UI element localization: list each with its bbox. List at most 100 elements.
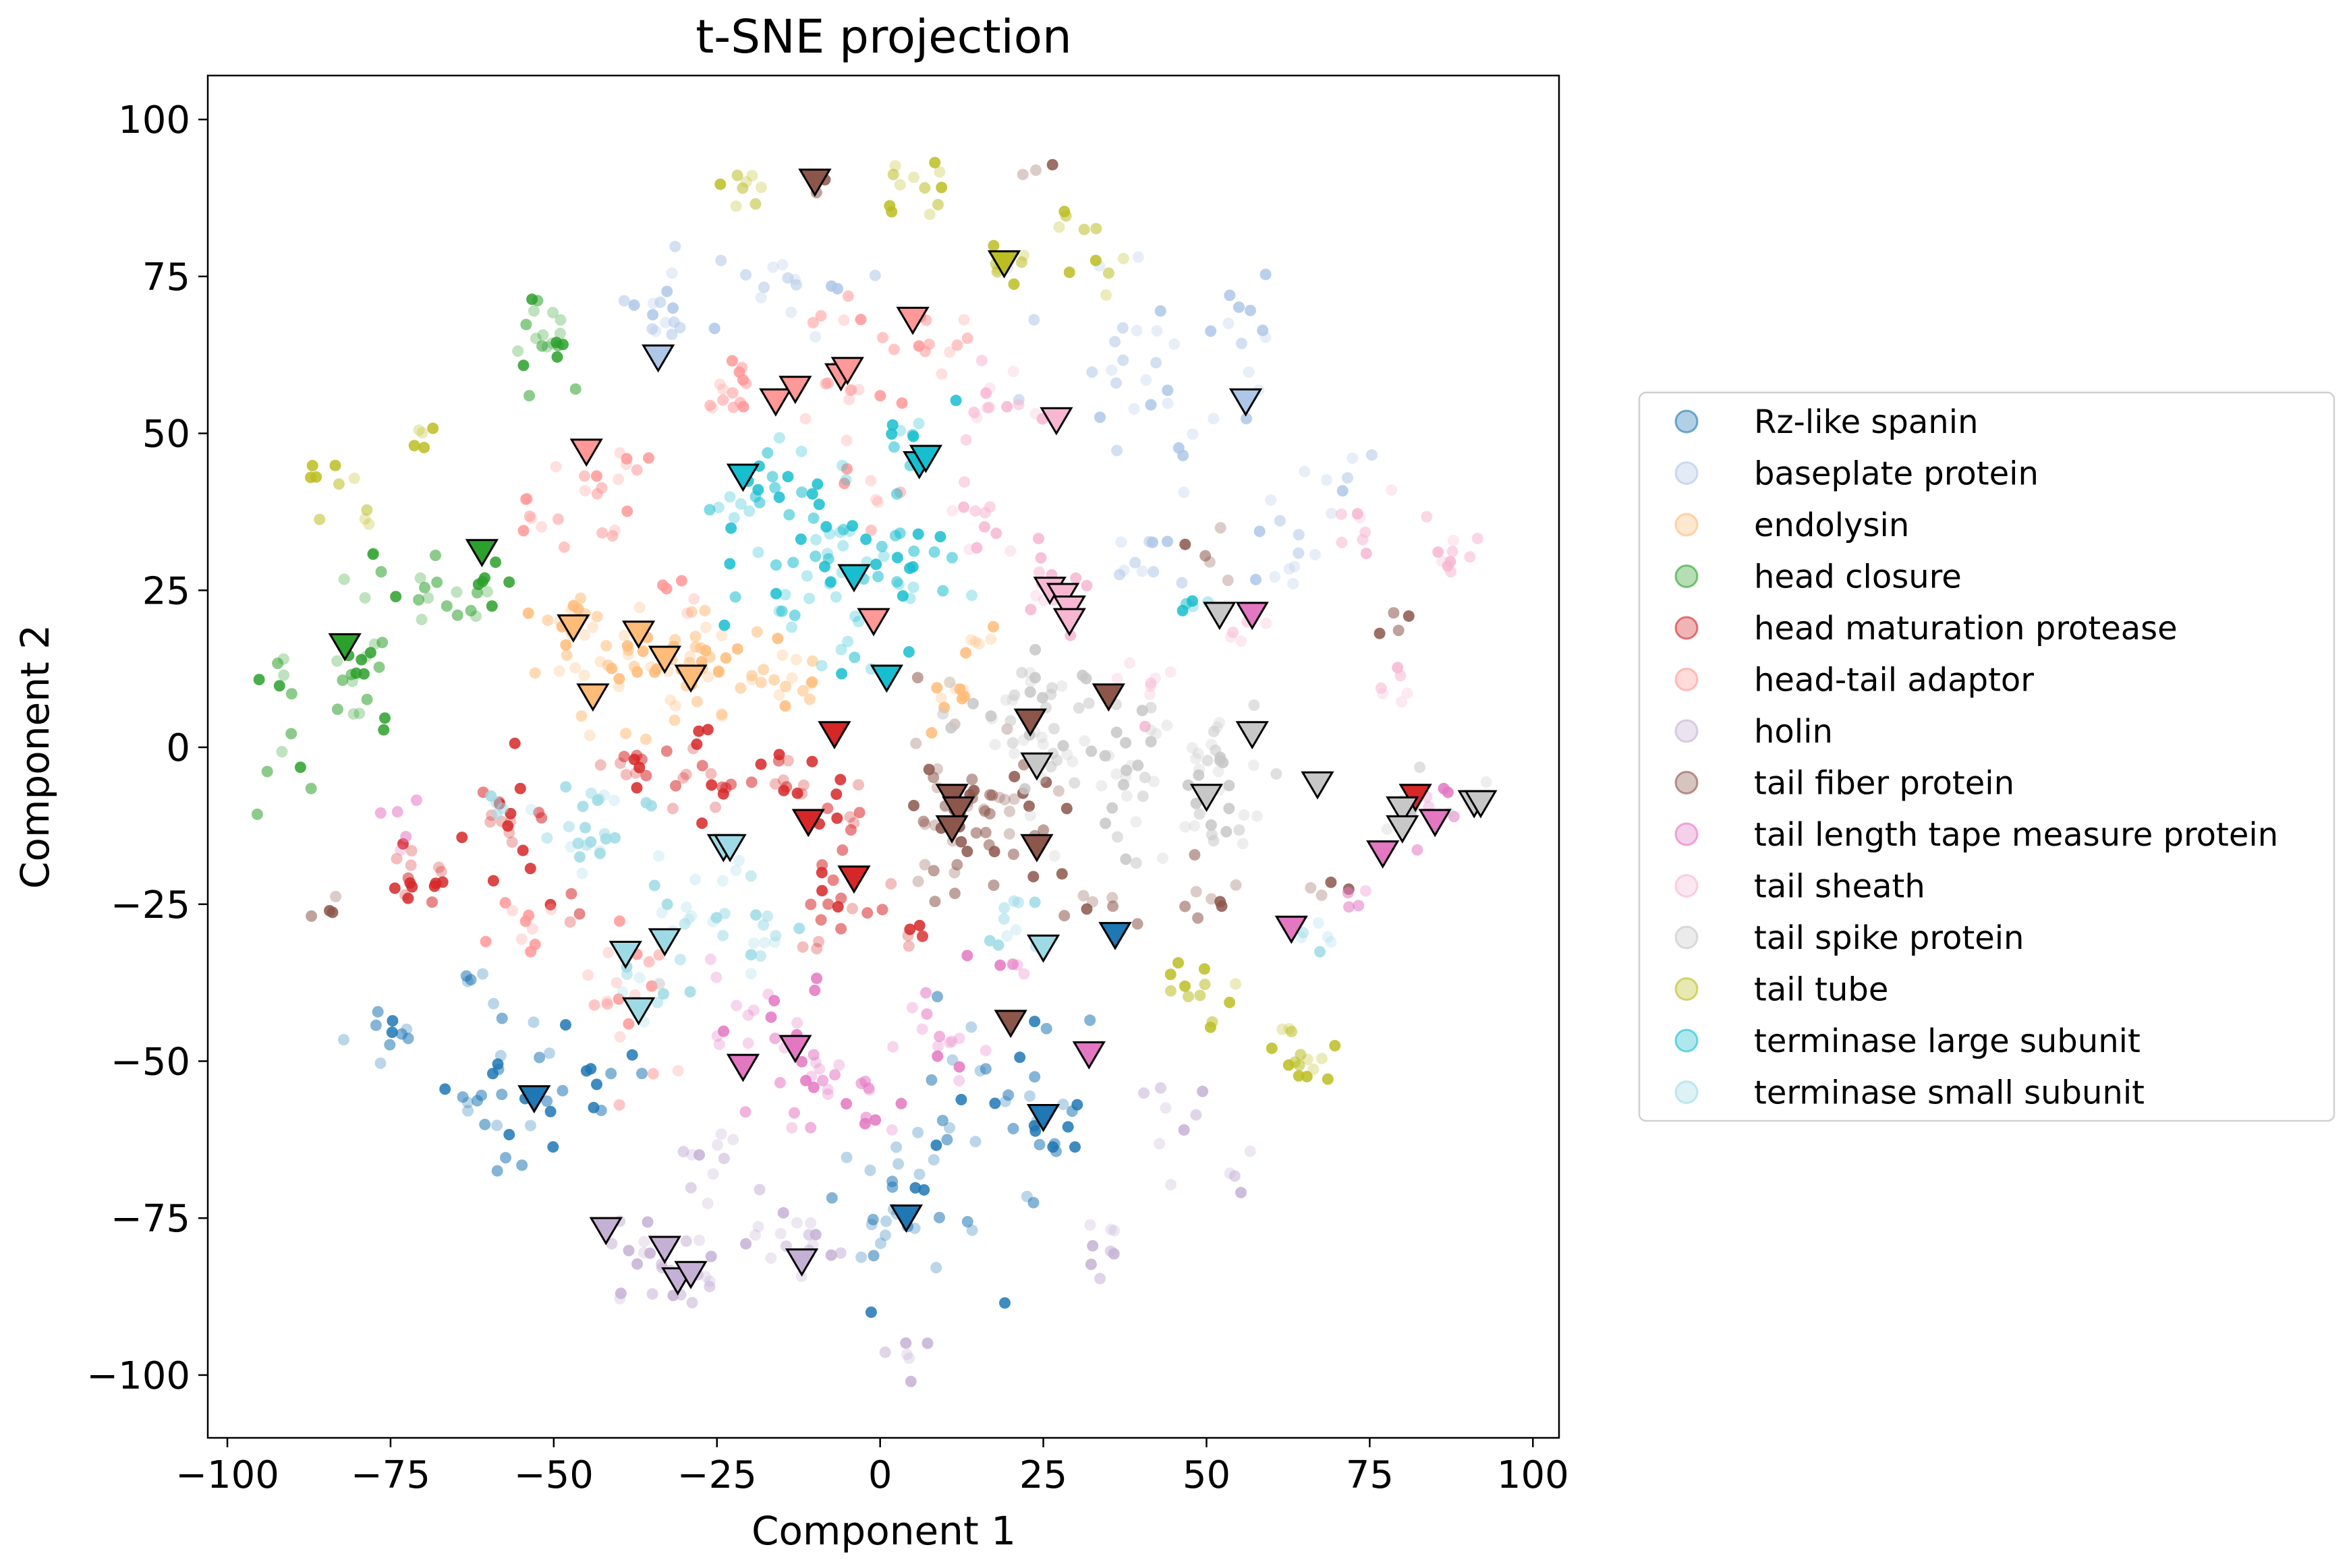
data-point bbox=[1136, 705, 1148, 716]
data-point bbox=[1164, 666, 1177, 678]
data-point bbox=[496, 1088, 508, 1101]
data-point bbox=[1297, 927, 1309, 939]
data-point bbox=[660, 745, 673, 757]
data-point bbox=[924, 208, 936, 221]
data-point bbox=[375, 566, 387, 578]
data-point bbox=[503, 576, 515, 588]
data-point bbox=[1120, 736, 1132, 749]
class-marker-triangle bbox=[674, 1260, 708, 1289]
data-point bbox=[1197, 1085, 1209, 1097]
legend-entry-label: tail spike protein bbox=[1754, 919, 2024, 957]
data-point bbox=[913, 1168, 926, 1180]
data-point bbox=[1081, 579, 1093, 591]
data-point bbox=[643, 956, 655, 968]
data-point bbox=[386, 1026, 398, 1039]
data-point bbox=[584, 730, 596, 741]
data-point bbox=[740, 1238, 752, 1250]
data-point bbox=[797, 941, 809, 953]
data-point bbox=[618, 295, 630, 307]
class-marker-triangle bbox=[517, 1085, 551, 1113]
data-point bbox=[843, 394, 855, 405]
data-point bbox=[1365, 449, 1378, 461]
class-marker-triangle bbox=[1189, 784, 1224, 813]
data-point bbox=[1259, 331, 1272, 343]
data-point bbox=[526, 293, 538, 306]
data-point bbox=[405, 859, 417, 871]
class-marker-triangle bbox=[1235, 721, 1269, 750]
data-point bbox=[1114, 569, 1126, 581]
data-point bbox=[826, 280, 837, 292]
data-point bbox=[374, 1057, 387, 1069]
data-point bbox=[876, 904, 888, 916]
data-point bbox=[693, 1149, 706, 1161]
data-point bbox=[864, 1164, 876, 1176]
data-point bbox=[555, 314, 567, 326]
data-point bbox=[791, 1217, 803, 1229]
data-point bbox=[598, 789, 611, 801]
data-point bbox=[876, 540, 888, 552]
data-point bbox=[499, 897, 511, 909]
data-point bbox=[922, 1337, 934, 1349]
data-point bbox=[528, 1016, 540, 1028]
data-point bbox=[840, 473, 852, 486]
data-point bbox=[1007, 366, 1019, 378]
legend-swatch bbox=[1674, 616, 1699, 640]
data-point bbox=[477, 968, 488, 980]
class-marker-triangle bbox=[1040, 407, 1073, 436]
data-point bbox=[789, 609, 801, 621]
data-point bbox=[426, 896, 438, 908]
data-point bbox=[1013, 399, 1025, 411]
data-point bbox=[1179, 900, 1191, 912]
class-marker-triangle bbox=[1013, 708, 1047, 737]
data-point bbox=[998, 902, 1011, 914]
data-point bbox=[714, 178, 727, 190]
data-point bbox=[707, 916, 719, 928]
data-point bbox=[1131, 324, 1143, 337]
data-point bbox=[1432, 546, 1444, 558]
data-point bbox=[904, 923, 916, 935]
data-point bbox=[966, 774, 978, 786]
data-point bbox=[904, 562, 915, 575]
data-point bbox=[912, 1126, 924, 1138]
data-point bbox=[465, 605, 477, 616]
data-point bbox=[1128, 403, 1140, 415]
data-point bbox=[579, 470, 590, 482]
data-point bbox=[359, 592, 371, 604]
data-point bbox=[830, 788, 843, 801]
data-point bbox=[1090, 223, 1102, 235]
data-point bbox=[1253, 525, 1266, 538]
data-point bbox=[737, 182, 749, 194]
data-point bbox=[526, 923, 538, 935]
y-tick-label: 25 bbox=[142, 569, 190, 613]
class-marker-triangle bbox=[648, 928, 681, 957]
data-point bbox=[715, 1128, 727, 1140]
data-point bbox=[891, 552, 903, 564]
data-point bbox=[490, 556, 502, 569]
data-point bbox=[523, 390, 536, 402]
data-point bbox=[1029, 1071, 1041, 1083]
data-point bbox=[1058, 910, 1071, 922]
data-point bbox=[491, 1120, 503, 1132]
data-point bbox=[909, 1222, 921, 1234]
data-point bbox=[810, 533, 822, 546]
data-point bbox=[405, 844, 418, 856]
data-point bbox=[720, 652, 732, 664]
data-point bbox=[929, 156, 941, 169]
y-axis-label: Component 2 bbox=[12, 625, 58, 889]
data-point bbox=[529, 667, 541, 679]
data-point bbox=[422, 592, 434, 604]
data-point bbox=[519, 915, 532, 927]
legend-entry-label: tail length tape measure protein bbox=[1754, 816, 2278, 854]
data-point bbox=[1001, 930, 1013, 942]
data-point bbox=[810, 330, 821, 343]
data-point bbox=[470, 610, 482, 622]
data-point bbox=[906, 1001, 918, 1014]
data-point bbox=[1062, 1121, 1074, 1133]
data-point bbox=[990, 527, 1002, 540]
data-point bbox=[702, 1197, 714, 1209]
data-point bbox=[782, 471, 794, 483]
data-point bbox=[768, 674, 781, 686]
data-point bbox=[865, 1306, 877, 1318]
data-point bbox=[842, 635, 854, 647]
data-point bbox=[1077, 670, 1089, 681]
